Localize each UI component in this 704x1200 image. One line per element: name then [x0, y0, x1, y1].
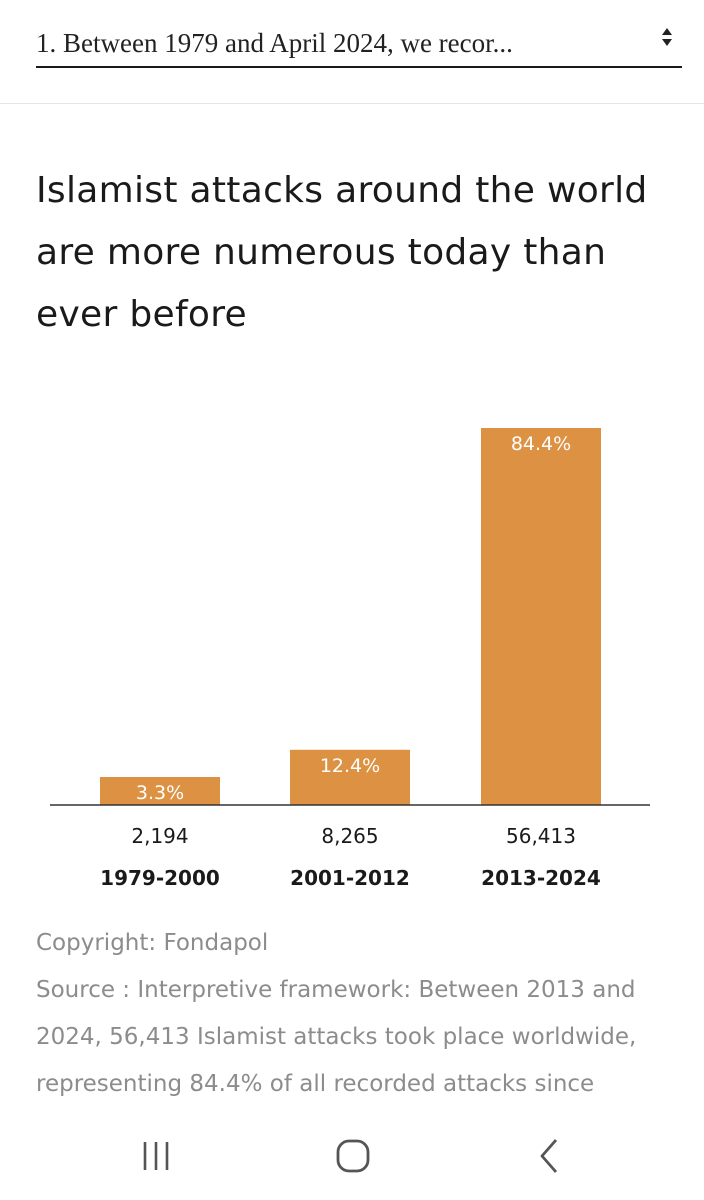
- chart-footer: Copyright: Fondapol Source : Interpretiv…: [36, 920, 676, 1108]
- recent-apps-icon[interactable]: [132, 1136, 180, 1176]
- home-icon[interactable]: [329, 1136, 377, 1176]
- sort-arrows-icon: [662, 28, 672, 46]
- bar-percent-label: 84.4%: [511, 433, 571, 455]
- copyright-text: Copyright: Fondapol: [36, 930, 269, 956]
- source-text-line-3: representing 84.4% of all recorded attac…: [36, 1071, 595, 1097]
- bar-2001-2012: [290, 749, 410, 805]
- system-navigation-bar: [0, 1110, 704, 1200]
- chart-selector[interactable]: 1. Between 1979 and April 2024, we recor…: [36, 8, 682, 68]
- bar-percent-label: 12.4%: [320, 755, 380, 777]
- bar-value-label: 2,194: [131, 824, 188, 848]
- source-text-line-1: Source : Interpretive framework: Between…: [36, 977, 636, 1003]
- back-icon[interactable]: [525, 1136, 573, 1176]
- bar-1979-2000: [100, 777, 220, 805]
- divider: [0, 103, 704, 104]
- chart-selector-label: 1. Between 1979 and April 2024, we recor…: [36, 28, 513, 58]
- bar-chart: 3.3% 2,194 1979-2000 12.4% 8,265 2001-2012 84.…: [50, 428, 650, 890]
- bar-value-label: 8,265: [321, 824, 378, 848]
- chart-title: Islamist attacks around the world are mo…: [36, 170, 648, 335]
- x-tick-label: 2001-2012: [290, 866, 410, 890]
- source-text-line-2: 2024, 56,413 Islamist attacks took place…: [36, 1024, 637, 1050]
- bar-percent-label: 3.3%: [136, 782, 184, 804]
- bar-value-label: 56,413: [506, 824, 576, 848]
- x-tick-label: 2013-2024: [481, 866, 601, 890]
- x-tick-label: 1979-2000: [100, 866, 220, 890]
- bar-2013-2024: [481, 428, 601, 805]
